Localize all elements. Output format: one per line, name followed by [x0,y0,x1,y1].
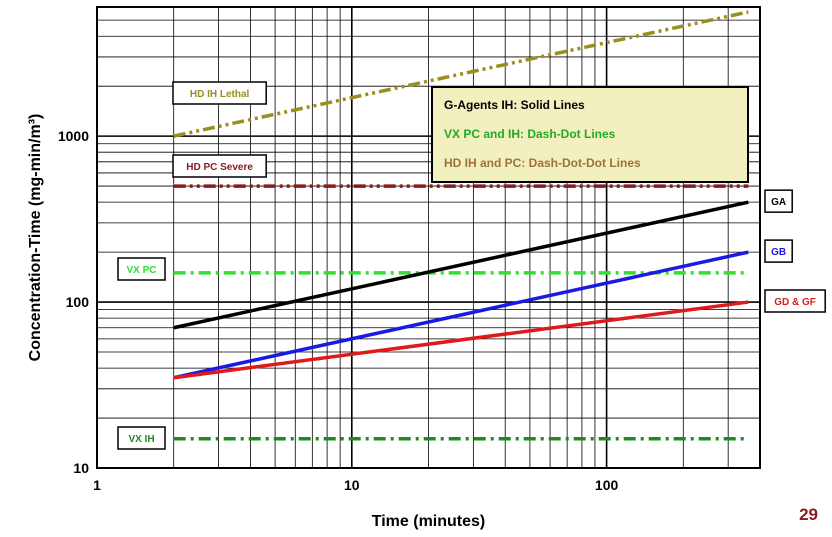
series-label-hd-pc-severe: HD PC Severe [172,154,267,178]
series-label-text: GB [771,247,786,258]
series-labels: HD IH Lethal HD PC Severe VX PC VX IH GA GB GD… [117,81,826,450]
grid [96,6,761,469]
series-label-text: GA [771,197,786,208]
series-label-box [172,81,267,105]
series-label-ga: GA [764,189,793,213]
series-label-box [764,189,793,213]
y-tick-label: 10 [73,460,89,476]
x-tick-label: 100 [595,477,619,493]
series-label-gb: GB [764,239,793,263]
series-label-box [117,426,166,450]
series-label-text: VX IH [128,434,154,445]
series-label-text: HD IH Lethal [190,89,250,100]
series-label-text: HD PC Severe [186,162,253,173]
series-label-vx-ih: VX IH [117,426,166,450]
plot-frame [96,6,761,469]
y-tick-label: 1000 [58,128,89,144]
series-label-box [172,154,267,178]
x-tick-label: 10 [344,477,360,493]
y-axis-title: Concentration-Time (mg-min/m³) [27,114,44,362]
series-label-hd-ih-lethal: HD IH Lethal [172,81,267,105]
legend: G-Agents IH: Solid Lines VX PC and IH: Da… [431,86,749,183]
series-line-gd-gf [173,300,749,380]
series-label-text: VX PC [126,265,156,276]
legend-entry: G-Agents IH: Solid Lines [444,98,585,112]
series-layer [173,10,749,441]
series-label-box [764,239,793,263]
legend-entry: HD IH and PC: Dash-Dot-Dot Lines [444,156,641,170]
x-tick-label: 1 [93,477,101,493]
series-line-ga [173,200,749,330]
series-label-box [764,289,826,313]
series-label-gd-gf: GD & GF [764,289,826,313]
x-axis-title: Time (minutes) [372,513,486,530]
y-tick-label: 100 [66,294,90,310]
series-label-vx-pc: VX PC [117,257,166,281]
series-line-gb [173,250,749,380]
series-label-box [117,257,166,281]
legend-box [431,86,749,183]
series-label-text: GD & GF [774,297,816,308]
series-line-hd-ih-lethal [173,10,749,138]
page-number: 29 [799,505,818,524]
legend-entry: VX PC and IH: Dash-Dot Lines [444,127,616,141]
